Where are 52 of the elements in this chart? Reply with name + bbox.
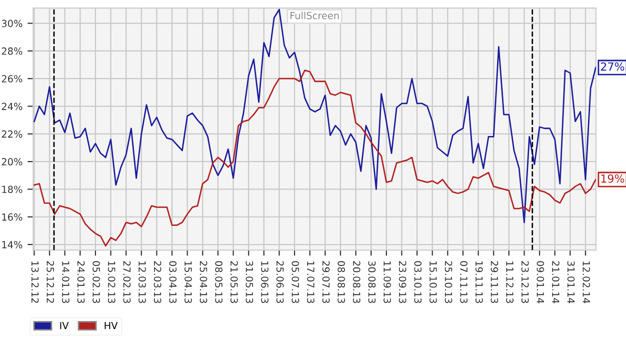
y-tick-label: 16%: [2, 213, 22, 221]
annotation: FullScreen: [290, 12, 339, 20]
x-tick-label: 25.12.12: [46, 261, 54, 303]
x-tick-label: 23.09.13: [398, 261, 406, 303]
line-series: [34, 70, 596, 247]
x-tick-label: 17.07.13: [307, 262, 314, 303]
x-tick-label: 03.04.13: [169, 261, 177, 303]
x-tick-label: 29.07.13: [322, 261, 330, 303]
x-tick-label: 12.03.13: [138, 262, 146, 303]
annotation: 19%: [601, 174, 624, 183]
x-tick-label: 27.02.13: [123, 261, 131, 303]
x-tick-label: 11.12.13: [506, 262, 514, 303]
x-tick-label: 21.01.14: [552, 261, 560, 304]
x-tick-label: 24.01.13: [77, 261, 85, 303]
x-tick-label: 12.02.14: [582, 262, 590, 304]
y-tick-label: 14%: [2, 241, 22, 248]
x-tick-label: 03.10.13: [414, 261, 422, 303]
legend-label: IV: [60, 322, 69, 330]
x-tick-label: 09.01.14: [536, 261, 544, 304]
y-tick-label: 22%: [2, 130, 22, 138]
x-tick-label: 21.05.13: [230, 261, 238, 303]
x-tick-label: 30.08.13: [368, 261, 376, 303]
x-tick-label: 15.04.13: [184, 262, 192, 303]
x-tick-label: 08.08.13: [338, 261, 346, 303]
x-tick-label: 22.03.13: [154, 261, 162, 303]
x-tick-label: 08.05.13: [215, 261, 222, 303]
y-tick-label: 20%: [2, 158, 22, 166]
x-tick-label: 25.10.13: [444, 261, 452, 303]
x-tick-label: 13.12.12: [31, 262, 39, 303]
x-tick-label: 31.05.13: [246, 261, 254, 303]
x-tick-label: 31.01.14: [567, 261, 575, 304]
x-tick-label: 15.10.13: [430, 262, 437, 303]
x-tick-label: 20.08.13: [352, 261, 360, 303]
y-tick-label: 26%: [2, 75, 22, 82]
x-tick-label: 05.02.13: [92, 261, 100, 303]
x-tick-label: 19.11.13: [475, 262, 483, 303]
legend-label: HV: [104, 322, 118, 330]
x-tick-label: 14.01.13: [62, 262, 70, 303]
x-tick-label: 25.04.13: [200, 261, 208, 303]
x-tick-label: 23.12.13: [521, 261, 529, 303]
x-tick-label: 15.02.13: [108, 262, 116, 303]
x-tick-label: 13.06.13: [261, 262, 268, 303]
y-tick-label: 18%: [2, 186, 22, 194]
x-tick-label: 29.11.13: [490, 261, 498, 303]
y-tick-label: 24%: [2, 102, 22, 110]
x-tick-label: 05.07.13: [292, 261, 300, 303]
x-tick-label: 11.09.13: [384, 262, 391, 303]
x-tick-label: 25.06.13: [276, 261, 284, 303]
y-tick-label: 30%: [2, 20, 22, 28]
x-tick-label: 07.11.13: [460, 261, 468, 303]
annotation: 27%: [600, 62, 624, 71]
y-tick-label: 28%: [2, 47, 22, 55]
